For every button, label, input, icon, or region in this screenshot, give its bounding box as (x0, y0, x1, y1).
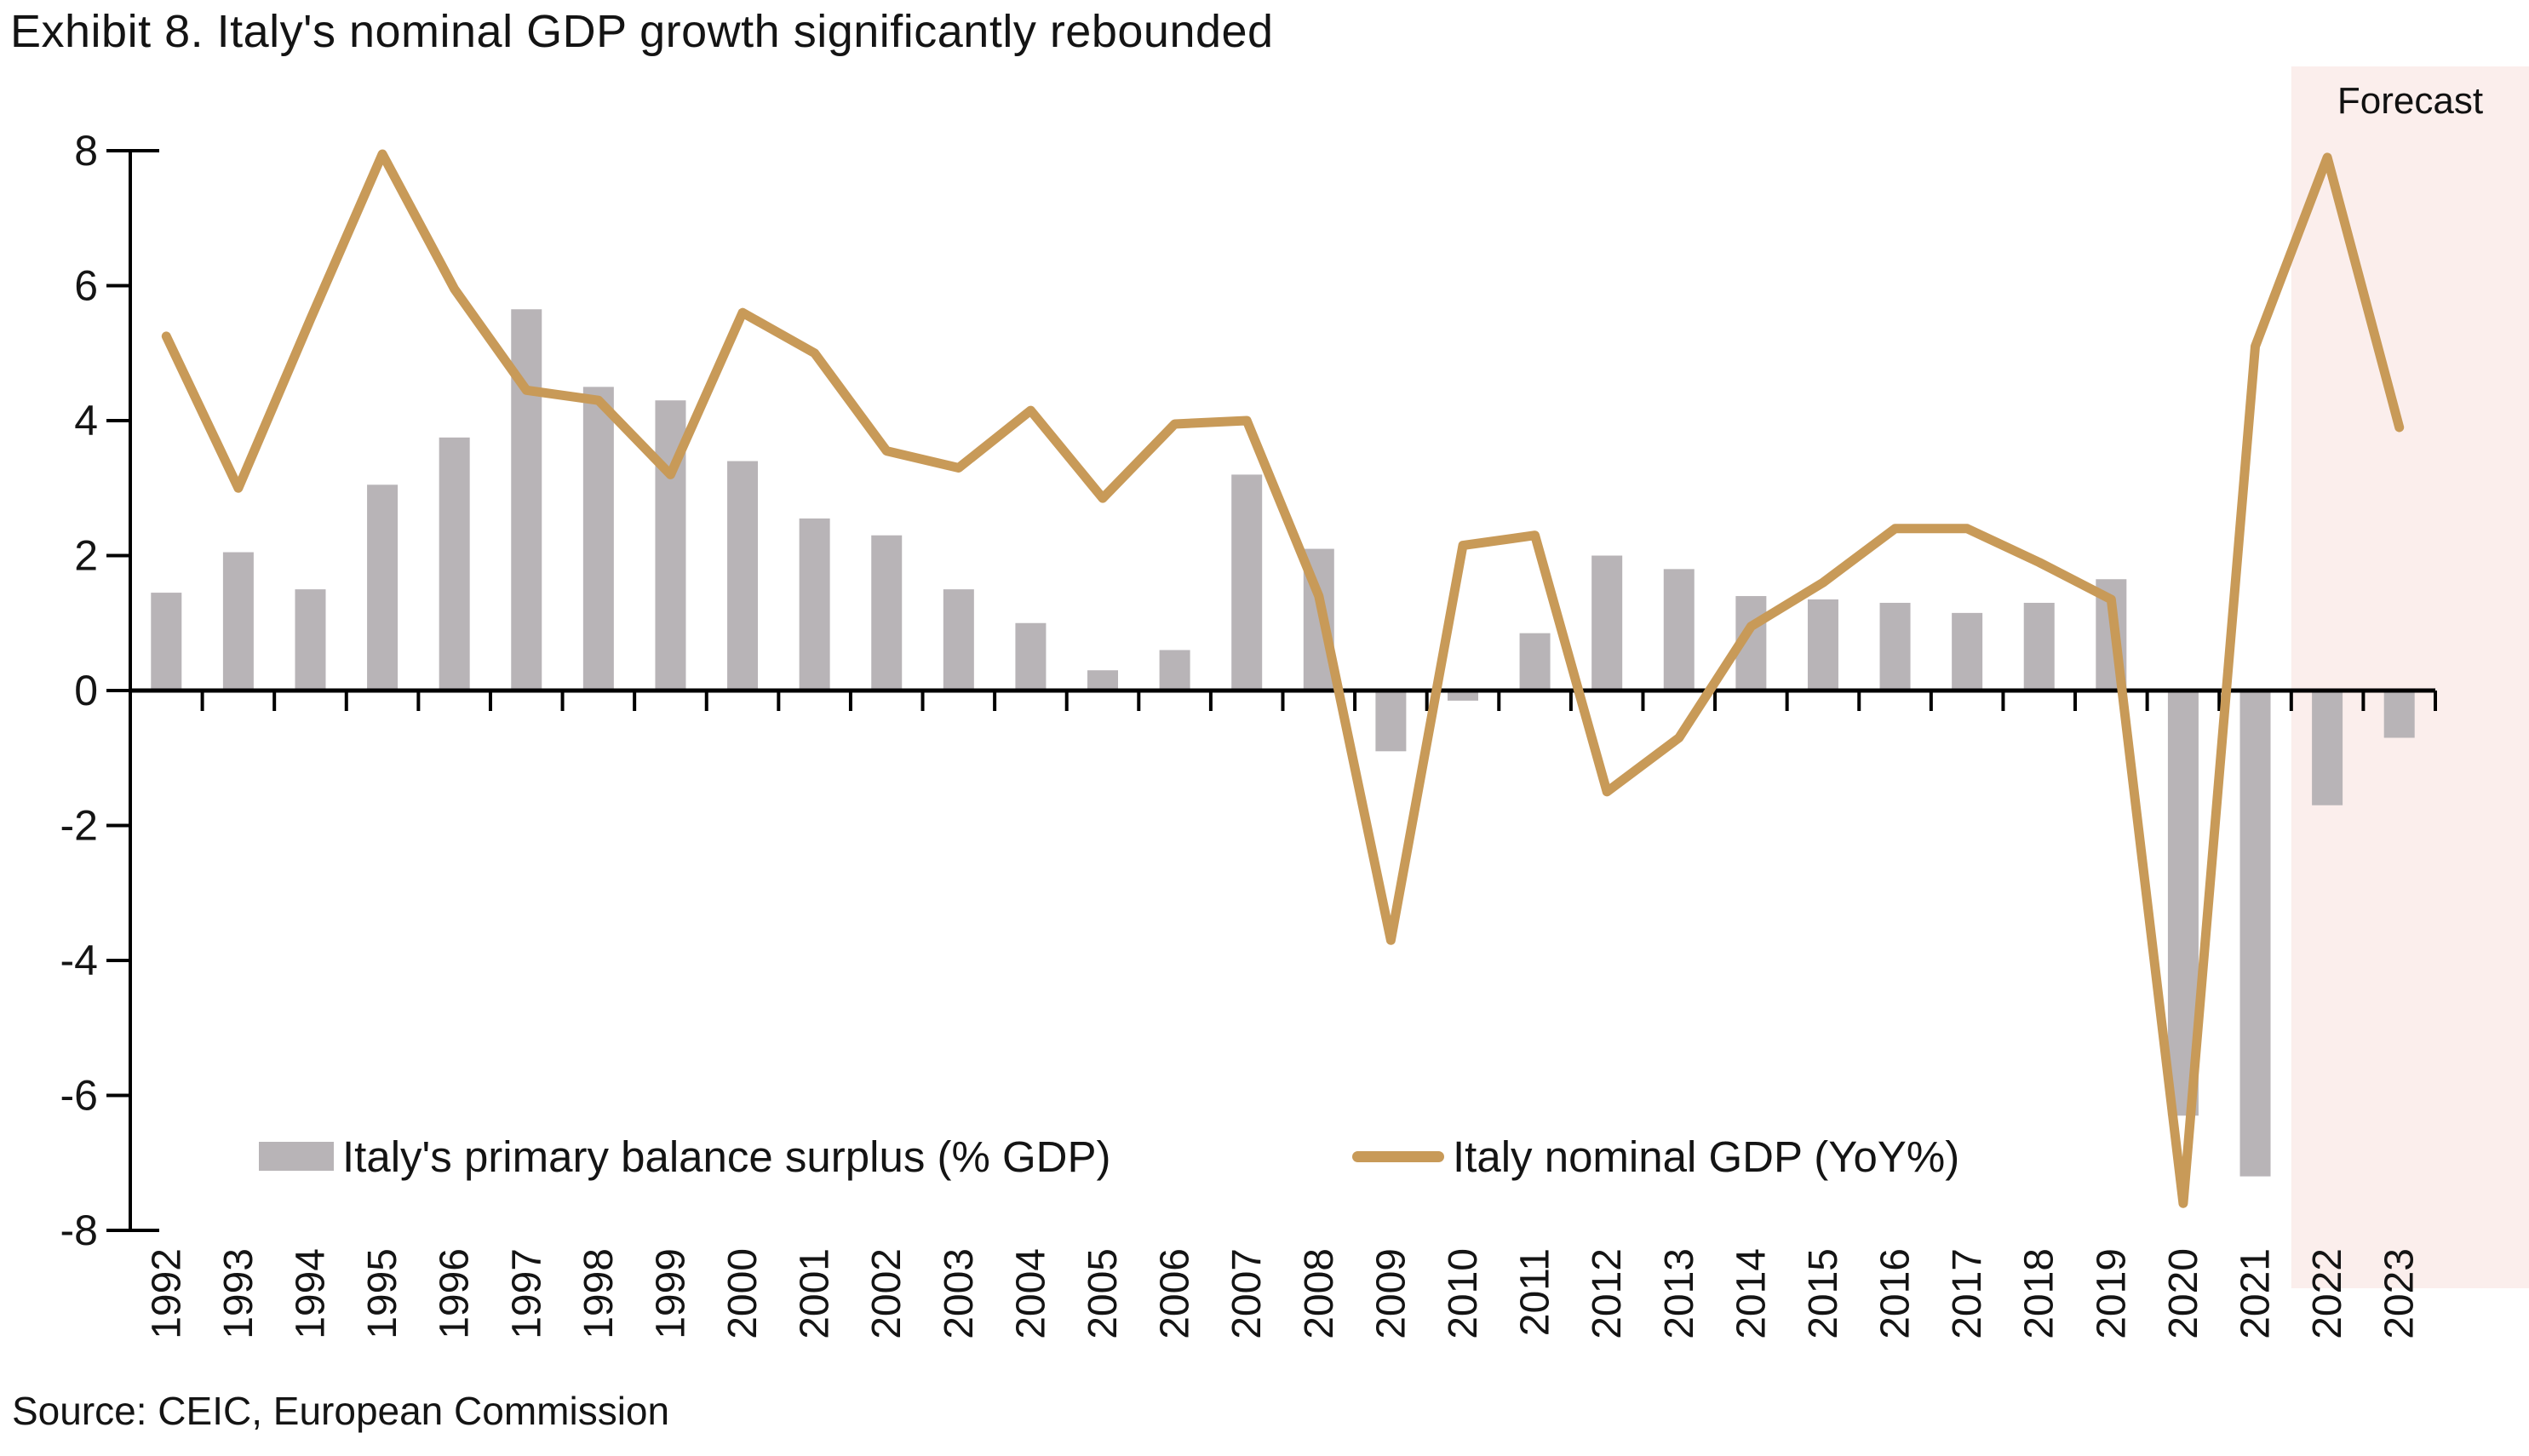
bar-1993 (222, 552, 254, 691)
bar-2010 (1447, 691, 1478, 701)
x-axis-label-2008: 2008 (1297, 1248, 1342, 1339)
bar-2005 (1087, 670, 1119, 691)
bar-2023 (2383, 691, 2415, 738)
legend-label-primary-balance: Italy's primary balance surplus (% GDP) (342, 1132, 1111, 1181)
y-tick-label--6: -6 (60, 1072, 98, 1120)
bar-2016 (1879, 602, 1911, 691)
bar-2004 (1015, 622, 1047, 691)
legend-item-nominal-gdp: Italy nominal GDP (YoY%) (1352, 1122, 1959, 1190)
bar-2003 (943, 589, 974, 691)
y-tick-label-0: 0 (74, 667, 98, 714)
x-axis-label-2010: 2010 (1441, 1248, 1486, 1339)
line-swatch-icon (1352, 1150, 1444, 1162)
x-axis-label-2016: 2016 (1873, 1248, 1918, 1339)
x-axis-label-2009: 2009 (1368, 1248, 1414, 1339)
bar-2017 (1952, 612, 1983, 691)
y-tick-label-6: 6 (74, 262, 98, 310)
bar-1995 (367, 484, 399, 691)
x-axis-label-2004: 2004 (1008, 1248, 1053, 1339)
y-tick-label-2: 2 (74, 532, 98, 580)
forecast-label: Forecast (2337, 80, 2484, 122)
x-axis-label-2020: 2020 (2161, 1248, 2206, 1339)
bar-1996 (439, 437, 470, 691)
x-axis-label-2014: 2014 (1729, 1248, 1774, 1339)
bar-2013 (1663, 569, 1695, 691)
bar-swatch-icon (259, 1142, 334, 1171)
x-axis-label-2007: 2007 (1224, 1248, 1270, 1339)
chart-title: Exhibit 8. Italy's nominal GDP growth si… (10, 6, 1274, 57)
x-axis-label-1992: 1992 (144, 1248, 189, 1339)
x-axis-label-1996: 1996 (433, 1248, 478, 1339)
x-axis-label-2023: 2023 (2377, 1248, 2423, 1339)
source-note: Source: CEIC, European Commission (12, 1389, 670, 1433)
x-axis-label-1998: 1998 (576, 1248, 622, 1339)
legend-item-primary-balance: Italy's primary balance surplus (% GDP) (259, 1122, 1111, 1190)
bar-2000 (727, 461, 759, 691)
x-axis-label-1997: 1997 (504, 1248, 549, 1339)
x-axis-label-1995: 1995 (360, 1248, 405, 1339)
y-tick-label--8: -8 (60, 1207, 98, 1254)
bar-2021 (2239, 691, 2271, 1177)
y-tick-label--2: -2 (60, 802, 98, 850)
x-axis-label-1994: 1994 (288, 1248, 333, 1339)
y-tick-label-8: 8 (74, 127, 98, 175)
y-tick-label--4: -4 (60, 937, 98, 984)
bar-2009 (1375, 691, 1407, 752)
bar-2001 (799, 518, 830, 691)
x-axis-label-2006: 2006 (1153, 1248, 1198, 1339)
y-tick-label-4: 4 (74, 397, 98, 444)
bar-2012 (1591, 555, 1623, 691)
bar-2015 (1807, 599, 1838, 691)
bar-2011 (1519, 633, 1551, 691)
x-axis-label-2021: 2021 (2234, 1248, 2279, 1339)
x-axis-label-2022: 2022 (2305, 1248, 2350, 1339)
x-axis-label-2013: 2013 (1657, 1248, 1702, 1339)
bar-2006 (1159, 650, 1190, 691)
bar-2002 (871, 535, 903, 691)
x-axis-label-2003: 2003 (937, 1248, 982, 1339)
bar-2022 (2312, 691, 2343, 805)
x-axis-label-2001: 2001 (793, 1248, 838, 1339)
bar-2018 (2023, 602, 2055, 691)
bar-1992 (151, 593, 182, 691)
x-axis-label-1993: 1993 (216, 1248, 261, 1339)
x-axis-label-2005: 2005 (1081, 1248, 1126, 1339)
forecast-band (2291, 66, 2529, 1288)
x-axis-label-2012: 2012 (1585, 1248, 1630, 1339)
x-axis-label-2000: 2000 (720, 1248, 766, 1339)
bar-2007 (1231, 474, 1263, 691)
bar-1998 (582, 387, 614, 691)
x-axis-label-2017: 2017 (1945, 1248, 1990, 1339)
x-axis-label-2011: 2011 (1513, 1248, 1558, 1336)
bar-1994 (295, 589, 326, 691)
x-axis-label-2002: 2002 (864, 1248, 909, 1339)
legend-label-nominal-gdp: Italy nominal GDP (YoY%) (1453, 1132, 1960, 1181)
x-axis-label-1999: 1999 (648, 1248, 693, 1339)
gdp-line (161, 149, 2405, 1208)
x-axis-label-2018: 2018 (2017, 1248, 2062, 1339)
x-axis-label-2015: 2015 (1801, 1248, 1846, 1339)
bar-1997 (511, 309, 542, 691)
x-axis-label-2019: 2019 (2089, 1248, 2134, 1339)
legend: Italy's primary balance surplus (% GDP) … (0, 1122, 2529, 1190)
